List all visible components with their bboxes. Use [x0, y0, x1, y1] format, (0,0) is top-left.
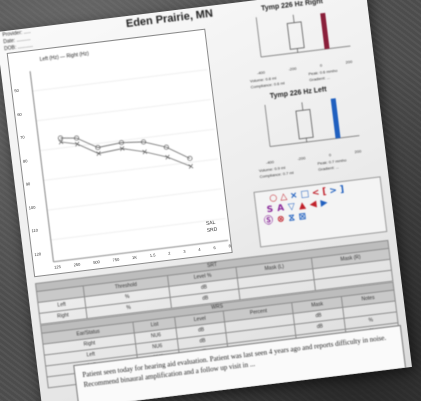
- x-tick-label: 500: [92, 259, 101, 265]
- legend-symbol: ×: [289, 190, 299, 202]
- corner-labels: SAL SRD: [206, 220, 218, 235]
- tymp-left-panel: Tymp 226 Hz Left -400 -200 0 200 Volume:…: [242, 81, 378, 186]
- clinic-name: Eden Prairie, MN: [125, 7, 214, 31]
- tymp-right-graph: [255, 12, 351, 58]
- legend-symbol: ▲: [298, 200, 307, 212]
- x-tick-label: 2: [167, 250, 171, 256]
- audiogram-trace-right: [60, 137, 191, 159]
- tymp-tick: -200: [288, 65, 297, 72]
- legend-symbol: <: [311, 187, 321, 199]
- legend-symbol: >: [328, 185, 338, 197]
- legend-symbol: △: [279, 191, 288, 203]
- legend-symbol: ]: [339, 184, 345, 196]
- legend-symbol: □: [299, 189, 310, 201]
- x-tick-label: 750: [112, 256, 120, 263]
- legend-symbol: ⧖: [287, 213, 296, 224]
- symbol-legend: ○ △ × □ < [ > ] S A ▽ ▲ ◀ ▶ Ⓢ ⊗ ⧖ ⊠: [253, 176, 388, 248]
- legend-symbol: Ⓢ: [263, 215, 274, 227]
- x-tick-label: 1K: [131, 254, 138, 261]
- tymp-tick: 0: [328, 152, 332, 158]
- tymp-tick: 200: [354, 148, 362, 155]
- x-tick-label: 1.5: [149, 252, 156, 258]
- legend-symbol: S: [266, 204, 274, 216]
- audiogram-trace-left: [60, 141, 192, 167]
- tymp-tick: 0: [319, 62, 323, 68]
- x-tick-label: 4: [198, 246, 201, 253]
- tymp-tick: 200: [345, 58, 353, 65]
- legend-symbol: A: [276, 203, 285, 215]
- tymp-left-peak-bar: [330, 98, 341, 139]
- threshold-traces: [60, 137, 192, 167]
- audiology-report-page: Patient: ........ Provider: ..... Date: …: [0, 0, 412, 401]
- legend-symbol: ⊗: [276, 214, 286, 226]
- legend-symbol: [: [321, 187, 328, 198]
- x-tick-label: 125: [53, 263, 62, 270]
- x-tick-label: 250: [73, 261, 81, 268]
- legend-symbol: ◀: [309, 199, 318, 211]
- patient-info-block: Patient: ........ Provider: ..... Date: …: [1, 22, 34, 53]
- x-tick-label: 8: [228, 243, 232, 249]
- corner-label: SRD: [206, 226, 218, 234]
- x-tick-label: 3: [182, 248, 186, 254]
- tymp-left-graph: [264, 98, 360, 147]
- tymp-tick: -400: [256, 69, 266, 76]
- tymp-tick: -400: [265, 159, 275, 166]
- x-tick-label: 6: [213, 244, 216, 251]
- tymp-tick: -200: [297, 155, 306, 162]
- audiogram-plot: [29, 69, 229, 263]
- legend-symbol: ▽: [287, 202, 296, 213]
- legend-symbol: ○: [268, 193, 278, 204]
- tymp-right-panel: Tymp 226 Hz Right -400 -200 0 200 Volume…: [233, 0, 369, 94]
- tymp-right-peak-bar: [320, 12, 330, 50]
- audiogram-chart: 50 60 70 80 90 100 110 120 125 250 500 7…: [6, 28, 233, 278]
- legend-symbol: ⊠: [298, 211, 307, 223]
- legend-symbol: ▶: [320, 198, 329, 209]
